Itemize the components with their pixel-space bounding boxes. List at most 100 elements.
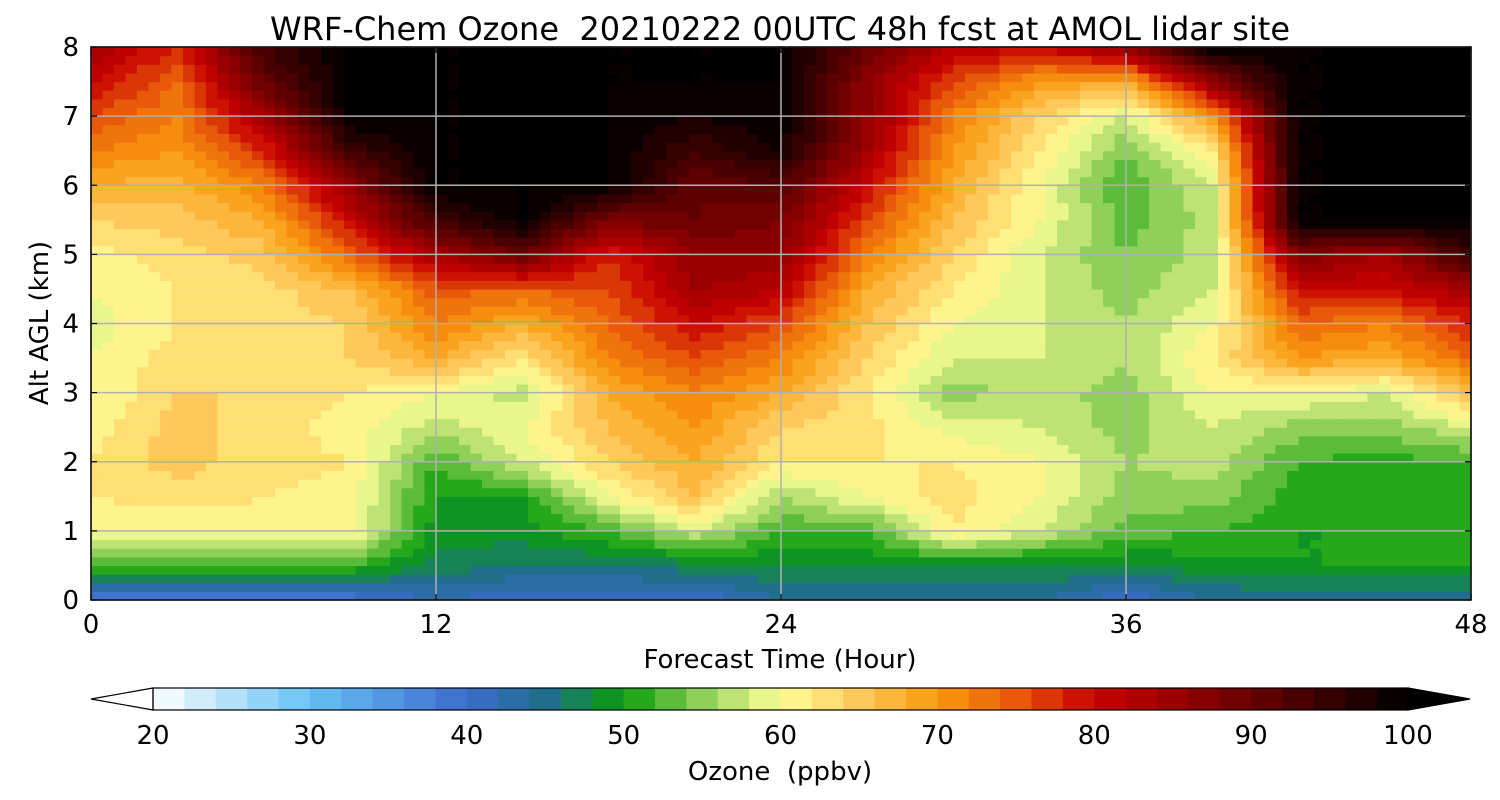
field-cell [528, 280, 541, 290]
field-cell [91, 591, 104, 600]
field-cell [976, 245, 989, 255]
field-cell [1379, 427, 1392, 437]
field-cell [125, 401, 138, 411]
field-cell [666, 271, 679, 281]
field-cell [401, 340, 414, 351]
field-cell [999, 427, 1012, 437]
field-cell [1195, 401, 1208, 411]
field-cell [286, 418, 299, 428]
field-cell [631, 470, 644, 480]
field-cell [1321, 254, 1334, 264]
field-cell [1379, 530, 1392, 541]
field-cell [1275, 565, 1288, 575]
field-cell [160, 539, 173, 549]
field-cell [1045, 479, 1058, 489]
field-cell [1287, 556, 1300, 567]
field-cell [574, 349, 587, 359]
field-cell [907, 401, 920, 411]
field-cell [1229, 383, 1242, 394]
field-cell [263, 306, 276, 316]
field-cell [631, 332, 644, 342]
field-cell [183, 513, 196, 523]
field-cell [999, 565, 1012, 575]
field-cell [447, 582, 460, 592]
field-cell [1080, 254, 1093, 264]
field-cell [114, 435, 127, 446]
field-cell [171, 314, 184, 325]
field-cell [125, 306, 138, 316]
field-cell [1252, 383, 1265, 394]
field-cell [1034, 332, 1047, 342]
field-cell [125, 340, 138, 351]
field-cell [838, 314, 851, 325]
field-cell [436, 288, 449, 299]
field-cell [861, 314, 874, 325]
field-cell [1206, 548, 1219, 558]
field-cell [114, 349, 127, 359]
field-cell [1160, 332, 1173, 342]
field-cell [229, 332, 242, 342]
field-cell [769, 539, 782, 549]
field-cell [1275, 470, 1288, 480]
field-cell [700, 522, 713, 532]
field-cell [505, 435, 518, 446]
field-cell [562, 418, 575, 428]
field-cell [413, 280, 426, 290]
field-cell [965, 245, 978, 255]
field-cell [321, 591, 334, 600]
field-cell [700, 548, 713, 558]
field-cell [1252, 366, 1265, 376]
field-cell [275, 504, 288, 515]
field-cell [1068, 409, 1081, 420]
field-cell [965, 461, 978, 471]
field-cell [861, 530, 874, 541]
field-cell [700, 539, 713, 549]
field-cell [907, 340, 920, 351]
field-cell [1367, 383, 1380, 394]
field-cell [1333, 297, 1346, 307]
field-cell [551, 453, 564, 463]
field-cell [666, 306, 679, 316]
field-cell [769, 565, 782, 575]
field-cell [390, 297, 403, 307]
field-cell [505, 591, 518, 600]
field-cell [574, 366, 587, 376]
field-cell [907, 366, 920, 376]
field-cell [528, 461, 541, 471]
field-cell [493, 444, 506, 454]
field-cell [815, 332, 828, 342]
field-cell [930, 504, 943, 515]
field-cell [1114, 245, 1127, 255]
field-cell [896, 461, 909, 471]
field-cell [919, 453, 932, 463]
field-cell [413, 340, 426, 351]
field-cell [137, 314, 150, 325]
field-cell [884, 401, 897, 411]
field-cell [148, 349, 161, 359]
field-cell [1206, 271, 1219, 281]
field-cell [654, 409, 667, 420]
field-cell [827, 496, 840, 506]
field-cell [114, 340, 127, 351]
field-cell [298, 401, 311, 411]
field-cell [689, 383, 702, 394]
field-cell [1034, 582, 1047, 592]
field-cell [1103, 513, 1116, 523]
field-cell [1149, 297, 1162, 307]
field-cell [1068, 444, 1081, 454]
field-cell [355, 297, 368, 307]
field-cell [240, 461, 253, 471]
field-cell [942, 548, 955, 558]
field-cell [1298, 453, 1311, 463]
field-cell [482, 591, 495, 600]
field-cell [1333, 539, 1346, 549]
field-cell [884, 591, 897, 600]
field-cell [1264, 254, 1277, 264]
field-cell [160, 263, 173, 273]
field-cell [838, 383, 851, 394]
field-cell [1298, 409, 1311, 420]
field-cell [1068, 271, 1081, 281]
field-cell [769, 487, 782, 497]
field-cell [275, 479, 288, 489]
field-cell [275, 323, 288, 333]
